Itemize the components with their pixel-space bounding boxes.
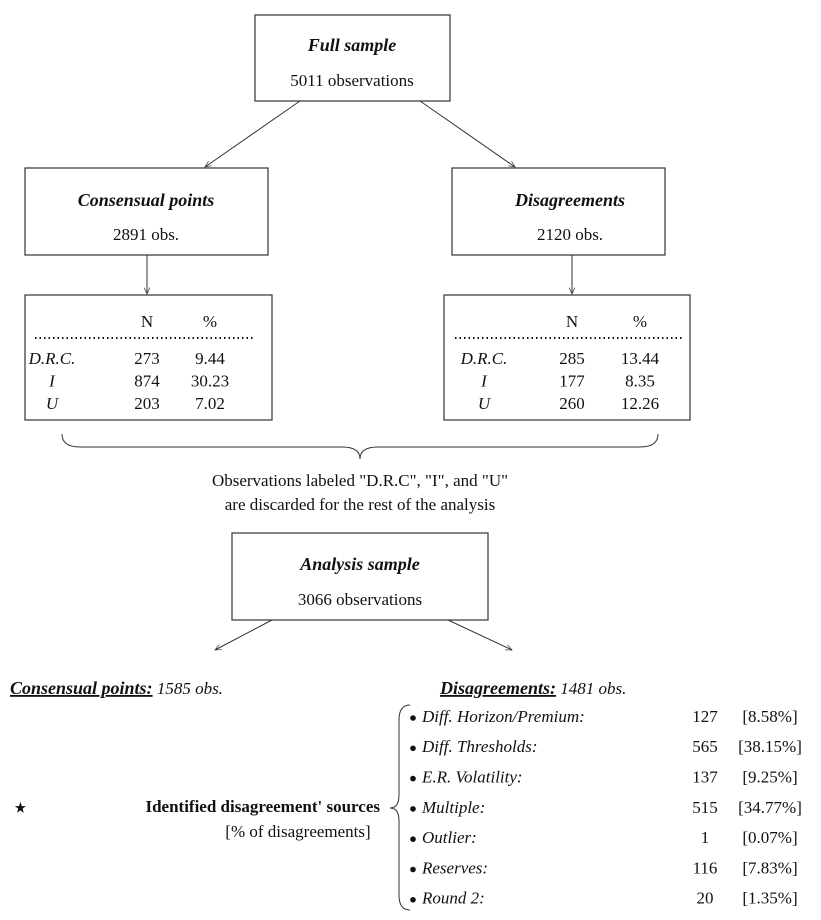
row-label: U bbox=[46, 394, 60, 413]
table-cell: 8.35 bbox=[625, 371, 655, 390]
source-share: [38.15%] bbox=[738, 737, 802, 756]
source-share: [9.25%] bbox=[742, 768, 797, 787]
table-header: % bbox=[633, 312, 647, 331]
source-label: Round 2: bbox=[421, 889, 485, 908]
list-brace bbox=[389, 704, 411, 911]
row-label: D.R.C. bbox=[460, 349, 508, 368]
bullet bbox=[410, 775, 416, 782]
disagreements-box bbox=[451, 167, 666, 256]
source-share: [1.35%] bbox=[742, 889, 797, 908]
table-cell: 9.44 bbox=[195, 349, 225, 368]
source-label: Diff. Thresholds: bbox=[421, 737, 538, 756]
table-cell: 12.26 bbox=[621, 394, 659, 413]
full-sample-box bbox=[254, 14, 451, 102]
arrow bbox=[419, 100, 515, 167]
full-sample-count: 5011 observations bbox=[290, 71, 414, 90]
consensual-box bbox=[24, 167, 269, 256]
outcome: Consensual points: 1585 obs. bbox=[10, 678, 223, 698]
source-label: Multiple: bbox=[421, 798, 485, 817]
source-share: [0.07%] bbox=[742, 828, 797, 847]
table-cell: 285 bbox=[559, 349, 585, 368]
bullet bbox=[410, 897, 416, 903]
row-label: U bbox=[478, 394, 492, 413]
source-label: Diff. Horizon/Premium: bbox=[421, 707, 585, 726]
full-sample-title: Full sample bbox=[307, 35, 397, 55]
bullet bbox=[410, 836, 416, 842]
source-count: 1 bbox=[701, 828, 710, 847]
branch-count: 2891 obs. bbox=[113, 225, 179, 244]
branch-title: Disagreements bbox=[514, 190, 625, 210]
table-cell: 13.44 bbox=[621, 349, 660, 368]
table-cell: 177 bbox=[559, 371, 585, 390]
arrow bbox=[205, 100, 301, 167]
arrow bbox=[215, 619, 273, 651]
row-label: I bbox=[480, 371, 488, 390]
note-line: are discarded for the rest of the analys… bbox=[225, 495, 495, 514]
outcome-count: 1585 obs. bbox=[157, 679, 223, 698]
analysis-title: Analysis sample bbox=[299, 554, 420, 574]
source-label: Outlier: bbox=[422, 828, 477, 847]
table-box bbox=[443, 294, 691, 421]
source-share: [8.58%] bbox=[742, 707, 797, 726]
analysis-box bbox=[231, 532, 489, 621]
row-label: I bbox=[48, 371, 56, 390]
sources-subtitle: [% of disagreements] bbox=[225, 822, 370, 841]
branch-title: Consensual points bbox=[78, 190, 215, 210]
bullet bbox=[410, 866, 416, 873]
table-cell: 273 bbox=[134, 349, 160, 368]
source-share: [7.83%] bbox=[742, 858, 797, 877]
table-cell: 260 bbox=[559, 394, 585, 413]
outcome: Disagreements: 1481 obs. bbox=[439, 678, 626, 698]
table-header: % bbox=[203, 312, 217, 331]
row-label: D.R.C. bbox=[28, 349, 76, 368]
source-label: E.R. Volatility: bbox=[421, 768, 523, 787]
source-count: 515 bbox=[692, 798, 718, 817]
source-count: 20 bbox=[697, 889, 714, 908]
table-cell: 30.23 bbox=[191, 371, 229, 390]
outcome-label: Consensual points: bbox=[10, 678, 153, 698]
bullet bbox=[410, 715, 416, 721]
arrow bbox=[447, 619, 512, 651]
bullet bbox=[410, 745, 416, 752]
source-share: [34.77%] bbox=[738, 798, 802, 817]
table-header: N bbox=[566, 312, 578, 331]
note-line: Observations labeled "D.R.C", "I", and "… bbox=[212, 471, 508, 490]
table-cell: 203 bbox=[134, 394, 160, 413]
table-box bbox=[24, 294, 273, 421]
star bbox=[14, 801, 26, 813]
outcome-label: Disagreements: bbox=[439, 678, 556, 698]
bullet bbox=[410, 806, 416, 812]
outcome-count: 1481 obs. bbox=[560, 679, 626, 698]
source-count: 127 bbox=[692, 707, 718, 726]
table-cell: 874 bbox=[134, 371, 160, 390]
table-cell: 7.02 bbox=[195, 394, 225, 413]
sources-title: Identified disagreement' sources bbox=[145, 797, 380, 816]
table-header: N bbox=[141, 312, 153, 331]
branch-count: 2120 obs. bbox=[537, 225, 603, 244]
source-count: 116 bbox=[693, 858, 718, 877]
source-count: 137 bbox=[692, 768, 718, 787]
source-count: 565 bbox=[692, 737, 718, 756]
analysis-count: 3066 observations bbox=[298, 590, 422, 609]
brace bbox=[61, 433, 659, 460]
source-label: Reserves: bbox=[421, 858, 488, 877]
